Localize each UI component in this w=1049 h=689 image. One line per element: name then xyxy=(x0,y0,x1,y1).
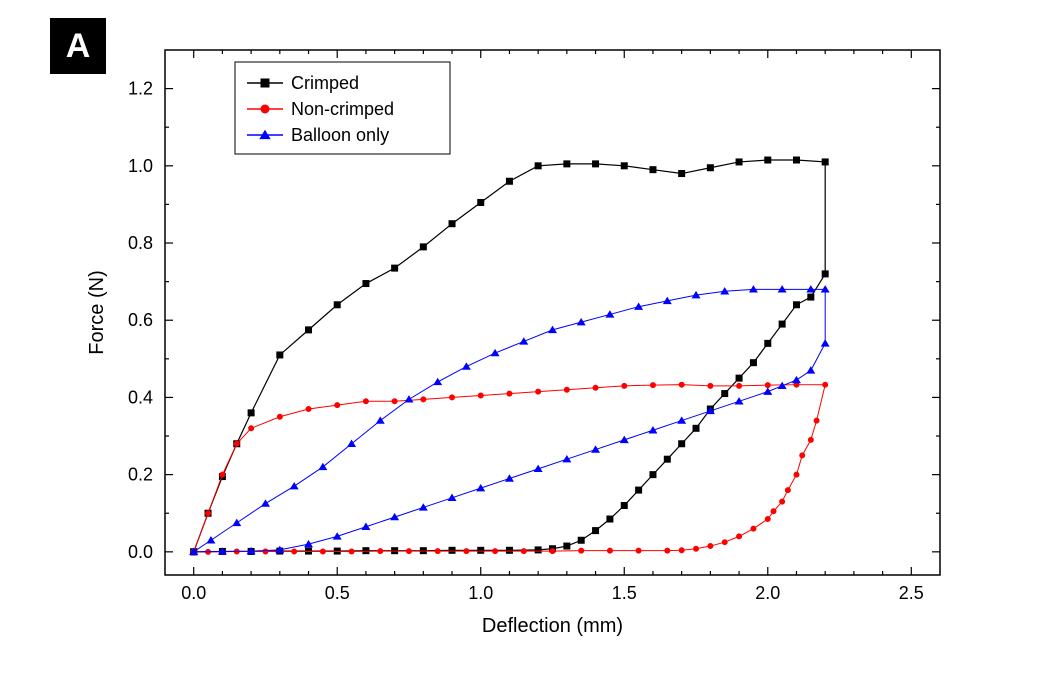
x-tick-label: 1.0 xyxy=(468,583,493,603)
legend-label: Non-crimped xyxy=(291,99,394,119)
y-tick-label: 0.0 xyxy=(128,542,153,562)
y-tick-label: 1.0 xyxy=(128,156,153,176)
x-tick-label: 2.5 xyxy=(899,583,924,603)
x-tick-label: 0.0 xyxy=(181,583,206,603)
y-tick-label: 0.4 xyxy=(128,387,153,407)
y-tick-label: 0.2 xyxy=(128,465,153,485)
x-tick-label: 0.5 xyxy=(325,583,350,603)
x-axis-label: Deflection (mm) xyxy=(482,615,623,637)
x-tick-label: 1.5 xyxy=(612,583,637,603)
page: A 0.00.51.01.52.02.50.00.20.40.60.81.01.… xyxy=(0,0,1049,689)
chart-svg: 0.0 0.5 1.0 1.5 2.0 2.5 0.0 0.2 0.4 0.6 0.8 1.0 1.2 D… xyxy=(70,30,970,650)
y-tick-label: 0.8 xyxy=(128,233,153,253)
series-balloon-only xyxy=(190,286,829,554)
series-crimped xyxy=(191,157,828,555)
legend-label: Balloon only xyxy=(291,125,389,145)
legend: Crimped Non-crimped Balloon only xyxy=(235,62,450,154)
y-axis-label: Force (N) xyxy=(86,270,108,354)
legend-label: Crimped xyxy=(291,73,359,93)
x-tick-label: 2.0 xyxy=(755,583,780,603)
chart-container: 0.0 0.5 1.0 1.5 2.0 2.5 0.0 0.2 0.4 0.6 0.8 1.0 1.2 D… xyxy=(70,30,970,650)
y-tick-label: 1.2 xyxy=(128,79,153,99)
y-tick-label: 0.6 xyxy=(128,310,153,330)
series-non-crimped xyxy=(191,382,827,554)
